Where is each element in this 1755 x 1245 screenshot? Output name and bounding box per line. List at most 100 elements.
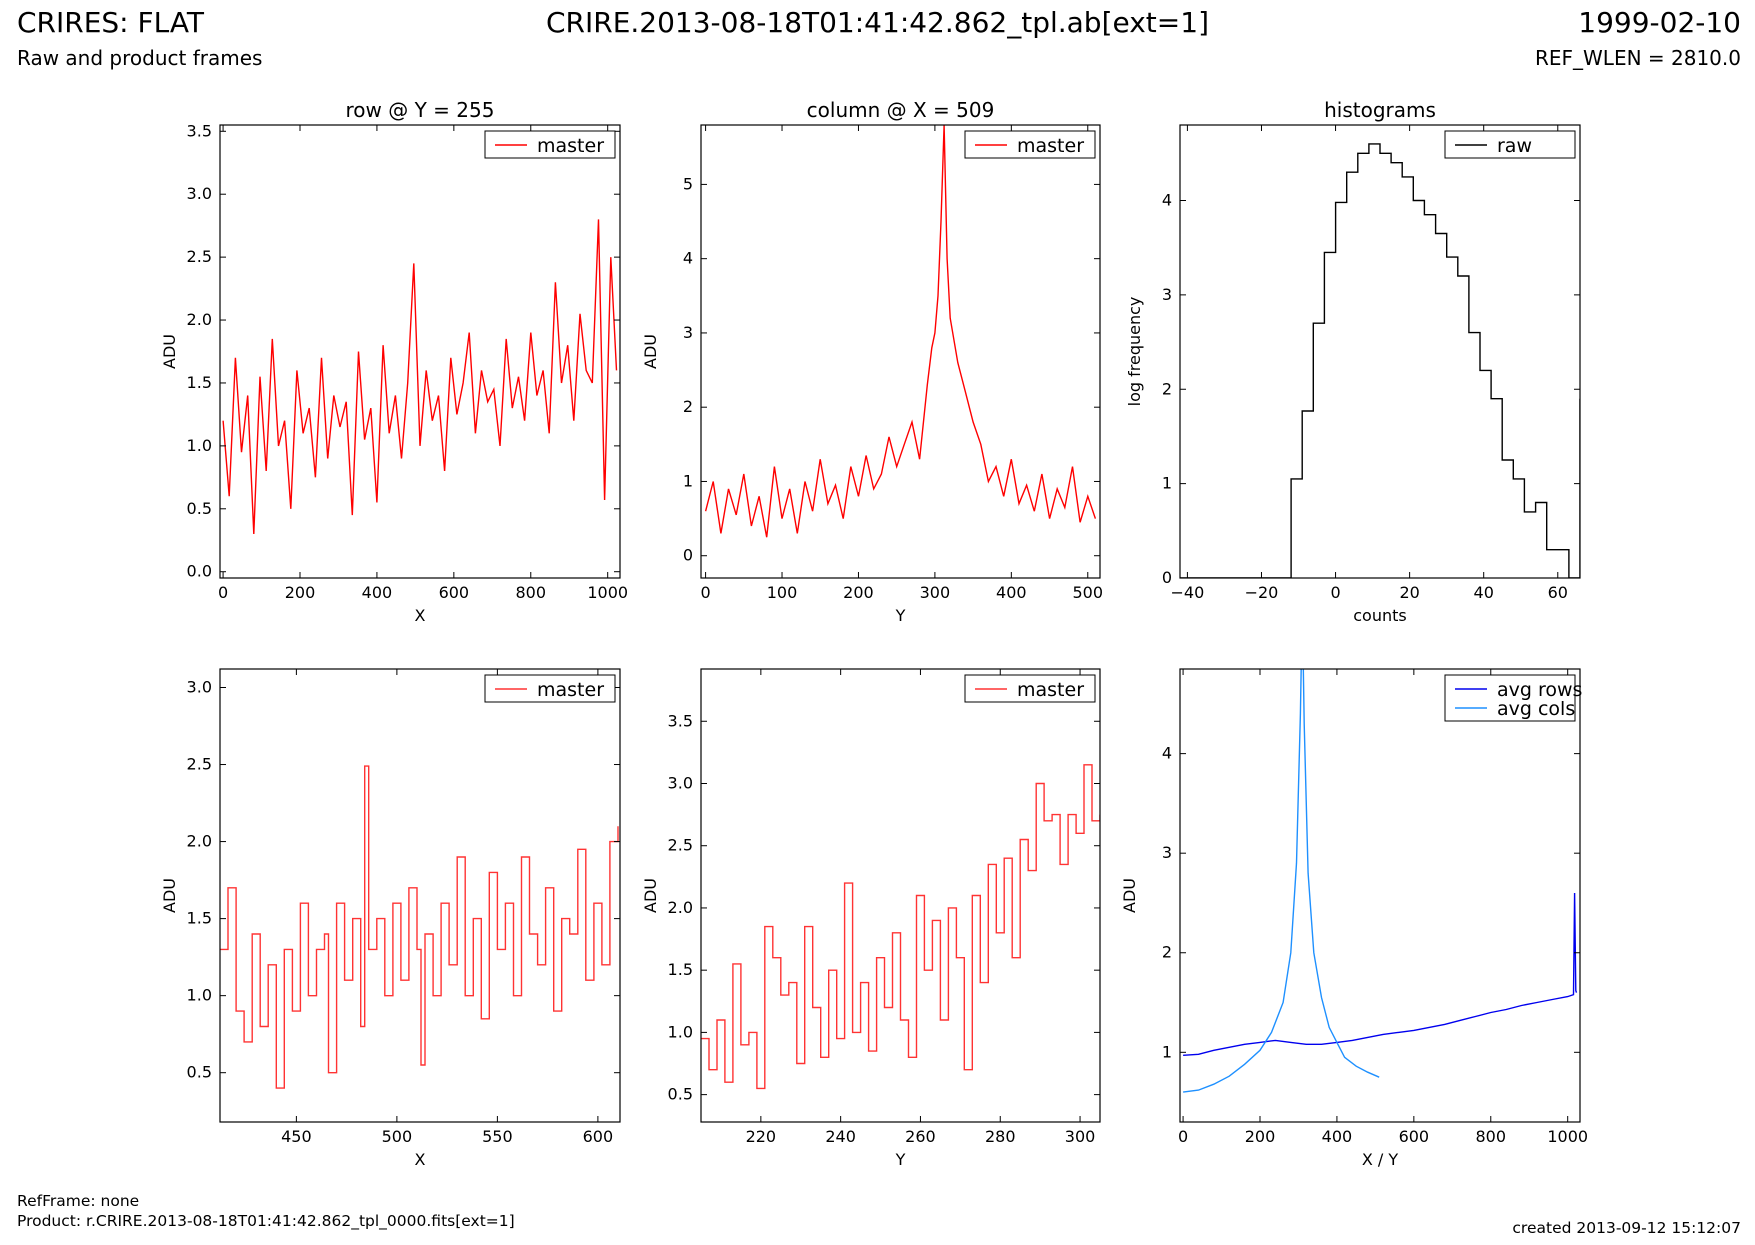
x-tick-label: 500 xyxy=(382,1127,413,1146)
legend-label: avg rows xyxy=(1497,679,1582,701)
x-tick-label: 400 xyxy=(996,583,1027,602)
y-tick-label: 0 xyxy=(683,546,693,565)
legend-label: master xyxy=(1017,135,1084,157)
x-axis-label: X xyxy=(415,606,426,625)
file-name: CRIRE.2013-08-18T01:41:42.862_tpl.ab[ext… xyxy=(545,6,1209,39)
series-line-raw xyxy=(1180,143,1580,578)
plot-frame xyxy=(219,668,621,1123)
legend-label: raw xyxy=(1497,135,1532,157)
plot-title: histograms xyxy=(1324,98,1436,122)
ref-wlen: REF_WLEN = 2810.0 xyxy=(1534,46,1741,70)
y-tick-label: 2 xyxy=(1162,943,1172,962)
x-tick-label: 0 xyxy=(700,583,710,602)
y-axis-label: ADU xyxy=(160,334,179,369)
y-tick-label: 1.0 xyxy=(187,986,212,1005)
series-line-master xyxy=(222,219,618,535)
x-tick-label: 500 xyxy=(1072,583,1103,602)
y-tick-label: 2.0 xyxy=(187,832,212,851)
legend-label: master xyxy=(537,135,604,157)
legend-label: master xyxy=(1017,679,1084,701)
x-tick-label: 600 xyxy=(1399,1127,1430,1146)
y-tick-label: 2.0 xyxy=(668,898,693,917)
y-tick-label: 2.5 xyxy=(668,836,693,855)
y-tick-label: 0.5 xyxy=(187,1063,212,1082)
y-tick-label: 1 xyxy=(683,471,693,490)
y-tick-label: 1.0 xyxy=(187,436,212,455)
y-tick-label: 3.0 xyxy=(668,773,693,792)
x-tick-label: 100 xyxy=(767,583,798,602)
x-tick-label: 600 xyxy=(439,583,470,602)
y-tick-label: 3.0 xyxy=(187,184,212,203)
plot-frame xyxy=(700,124,1101,579)
y-tick-label: 3.0 xyxy=(187,677,212,696)
x-tick-label: 450 xyxy=(281,1127,312,1146)
y-tick-label: 1.5 xyxy=(187,373,212,392)
y-axis-label: ADU xyxy=(641,878,660,913)
legend-label: avg cols xyxy=(1497,698,1575,720)
x-tick-label: 300 xyxy=(1065,1127,1096,1146)
x-tick-label: 0 xyxy=(1178,1127,1188,1146)
x-tick-label: 260 xyxy=(905,1127,936,1146)
y-tick-label: 0.0 xyxy=(187,562,212,581)
y-tick-label: 2.0 xyxy=(187,310,212,329)
y-tick-label: 1.5 xyxy=(187,909,212,928)
x-axis-label: counts xyxy=(1353,606,1406,625)
legend-label: master xyxy=(537,679,604,701)
created-timestamp: created 2013-09-12 15:12:07 xyxy=(1512,1219,1741,1237)
y-tick-label: 1.0 xyxy=(668,1022,693,1041)
y-tick-label: 1.5 xyxy=(668,960,693,979)
y-axis-label: ADU xyxy=(160,878,179,913)
ref-frame-note: RefFrame: none xyxy=(17,1192,140,1210)
x-axis-label: X / Y xyxy=(1362,1150,1399,1169)
y-tick-label: 1 xyxy=(1162,1042,1172,1061)
x-axis-label: Y xyxy=(895,606,906,625)
x-tick-label: 220 xyxy=(746,1127,777,1146)
y-tick-label: 2.5 xyxy=(187,247,212,266)
plot-frame xyxy=(700,668,1101,1123)
y-tick-label: 0 xyxy=(1162,568,1172,587)
x-tick-label: 1000 xyxy=(1547,1127,1588,1146)
x-tick-label: −40 xyxy=(1171,583,1205,602)
x-tick-label: 60 xyxy=(1548,583,1568,602)
x-tick-label: 600 xyxy=(583,1127,614,1146)
plot-frame xyxy=(1179,668,1581,1123)
y-axis-label: ADU xyxy=(1120,878,1139,913)
x-tick-label: 200 xyxy=(285,583,316,602)
y-axis-label: ADU xyxy=(641,334,660,369)
y-axis-label: log frequency xyxy=(1125,297,1144,407)
product-file-note: Product: r.CRIRE.2013-08-18T01:41:42.862… xyxy=(17,1212,515,1230)
x-tick-label: 550 xyxy=(482,1127,513,1146)
x-tick-label: 800 xyxy=(1475,1127,1506,1146)
x-tick-label: 400 xyxy=(1322,1127,1353,1146)
legend-box xyxy=(1444,674,1576,722)
y-tick-label: 3.5 xyxy=(187,121,212,140)
x-tick-label: 300 xyxy=(920,583,951,602)
y-tick-label: 3 xyxy=(683,323,693,342)
observation-date: 1999-02-10 xyxy=(1578,6,1741,39)
y-tick-label: 3.5 xyxy=(668,711,693,730)
y-tick-label: 2 xyxy=(1162,379,1172,398)
y-tick-label: 1 xyxy=(1162,474,1172,493)
series-line-master xyxy=(704,125,1097,538)
series-line-master xyxy=(220,765,619,1089)
x-tick-label: 200 xyxy=(1245,1127,1276,1146)
x-tick-label: −20 xyxy=(1245,583,1279,602)
y-tick-label: 5 xyxy=(683,174,693,193)
x-tick-label: 0 xyxy=(218,583,228,602)
plot-frame xyxy=(219,124,621,579)
report-title: CRIRES: FLAT xyxy=(17,6,204,39)
y-tick-label: 3 xyxy=(1162,285,1172,304)
y-tick-label: 4 xyxy=(1162,744,1172,763)
series-line-master xyxy=(701,764,1100,1090)
y-tick-label: 0.5 xyxy=(668,1085,693,1104)
x-axis-label: X xyxy=(415,1150,426,1169)
y-tick-label: 3 xyxy=(1162,843,1172,862)
y-tick-label: 2.5 xyxy=(187,755,212,774)
plot-title: row @ Y = 255 xyxy=(346,98,495,122)
series-line-avg-rows xyxy=(1183,892,1578,1056)
y-tick-label: 2 xyxy=(683,397,693,416)
y-tick-label: 4 xyxy=(683,249,693,268)
x-tick-label: 240 xyxy=(825,1127,856,1146)
x-tick-label: 1000 xyxy=(587,583,628,602)
